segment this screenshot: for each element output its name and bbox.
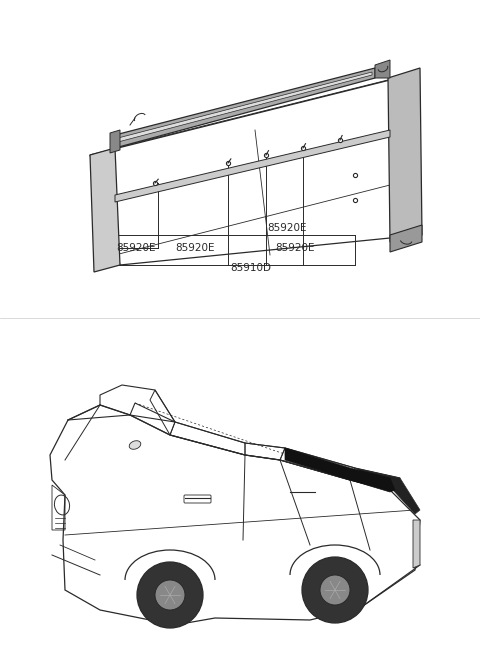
Polygon shape [375,60,390,78]
Circle shape [137,562,203,628]
Polygon shape [90,148,120,272]
Text: 85920E: 85920E [175,243,215,253]
Polygon shape [413,520,420,568]
Polygon shape [390,225,422,252]
Ellipse shape [129,441,141,449]
Circle shape [155,580,185,610]
Text: 85920E: 85920E [116,243,156,253]
Polygon shape [285,448,395,492]
Polygon shape [355,468,420,514]
Text: 85910D: 85910D [230,263,271,273]
Polygon shape [110,130,120,153]
Polygon shape [115,68,375,148]
Circle shape [320,575,350,605]
Polygon shape [118,72,372,142]
Text: 85920E: 85920E [267,223,307,233]
Polygon shape [388,68,422,242]
Polygon shape [115,130,390,202]
Circle shape [302,557,368,623]
Text: 85920E: 85920E [275,243,314,253]
